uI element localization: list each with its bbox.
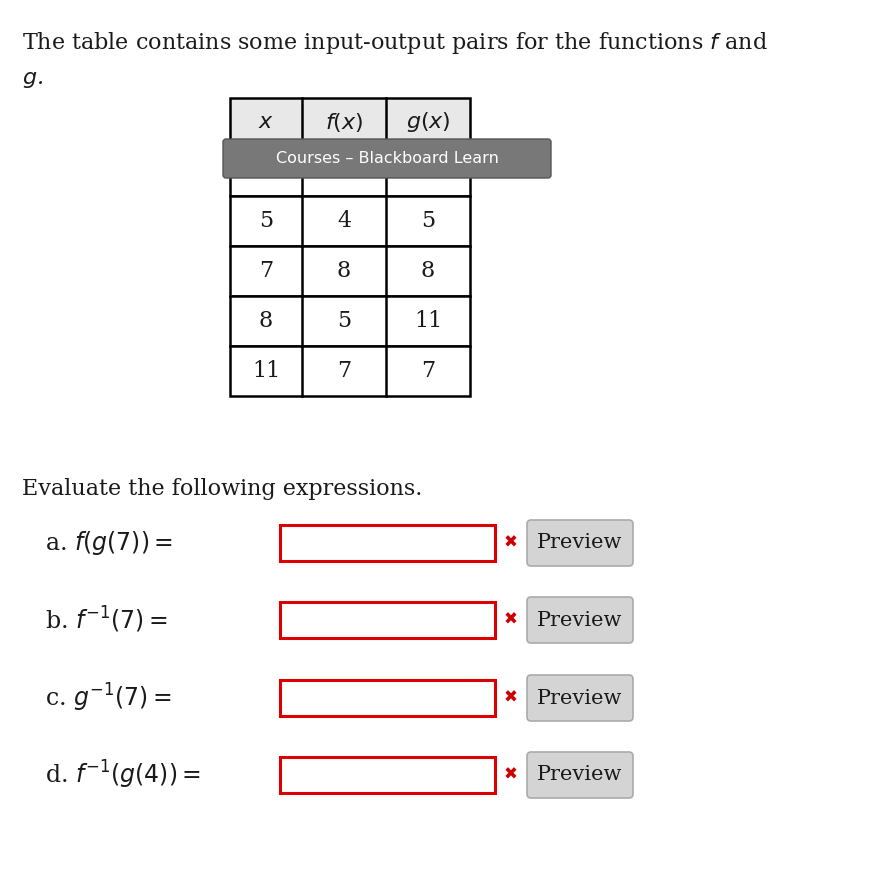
- Text: 11: 11: [252, 360, 280, 382]
- Bar: [230, 98, 470, 146]
- Text: 8: 8: [337, 260, 352, 282]
- Text: 7: 7: [421, 360, 435, 382]
- Text: 1: 1: [421, 160, 435, 182]
- Bar: [230, 296, 470, 346]
- Text: $g$.: $g$.: [22, 68, 44, 90]
- Text: ✖: ✖: [504, 611, 518, 629]
- FancyBboxPatch shape: [527, 675, 633, 721]
- Text: 5: 5: [337, 310, 351, 332]
- Bar: [230, 196, 470, 246]
- Text: 7: 7: [337, 360, 351, 382]
- Text: d. $f^{-1}(g(4)) =$: d. $f^{-1}(g(4)) =$: [45, 759, 201, 791]
- Text: 1: 1: [259, 160, 273, 182]
- Text: 8: 8: [421, 260, 435, 282]
- FancyBboxPatch shape: [527, 597, 633, 643]
- Text: 8: 8: [259, 310, 273, 332]
- Text: Preview: Preview: [538, 765, 623, 785]
- Text: $f(x)$: $f(x)$: [325, 111, 363, 133]
- Text: 11: 11: [414, 310, 442, 332]
- Text: ✖: ✖: [504, 689, 518, 707]
- Text: 11: 11: [330, 160, 358, 182]
- FancyBboxPatch shape: [527, 752, 633, 798]
- Bar: [280, 680, 495, 716]
- Bar: [230, 146, 470, 196]
- Bar: [230, 246, 470, 296]
- Text: The table contains some input-output pairs for the functions $f$ and: The table contains some input-output pai…: [22, 30, 768, 56]
- Bar: [280, 602, 495, 638]
- Bar: [280, 757, 495, 793]
- Bar: [230, 346, 470, 396]
- Bar: [280, 525, 495, 561]
- Text: Preview: Preview: [538, 534, 623, 552]
- Text: c. $g^{-1}(7) =$: c. $g^{-1}(7) =$: [45, 682, 172, 714]
- Text: Preview: Preview: [538, 688, 623, 707]
- Text: 5: 5: [259, 210, 273, 232]
- Text: 4: 4: [337, 210, 351, 232]
- FancyBboxPatch shape: [527, 520, 633, 566]
- Text: Evaluate the following expressions.: Evaluate the following expressions.: [22, 478, 423, 500]
- Text: 7: 7: [259, 260, 273, 282]
- Text: $g(x)$: $g(x)$: [406, 110, 450, 134]
- Text: 5: 5: [421, 210, 435, 232]
- Text: Courses – Blackboard Learn: Courses – Blackboard Learn: [276, 151, 498, 166]
- Text: b. $f^{-1}(7) =$: b. $f^{-1}(7) =$: [45, 605, 167, 635]
- Text: Preview: Preview: [538, 611, 623, 629]
- Text: $x$: $x$: [258, 111, 274, 133]
- Text: ✖: ✖: [504, 766, 518, 784]
- Text: ✖: ✖: [504, 534, 518, 552]
- FancyBboxPatch shape: [223, 139, 551, 178]
- Text: a. $f(g(7)) =$: a. $f(g(7)) =$: [45, 529, 174, 557]
